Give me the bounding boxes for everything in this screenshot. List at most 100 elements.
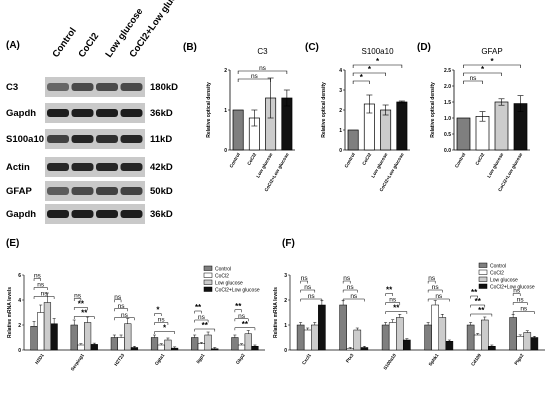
- bar: [473, 334, 482, 351]
- y-tick-label: 1: [339, 128, 342, 134]
- x-tick-label: Low glucose: [255, 152, 273, 179]
- chart-mrna-a1: 0 2 4 6 Relative mRNA levels ControlCoCl2Low …: [7, 265, 265, 372]
- bar: [388, 322, 397, 351]
- chart-c3: C3 0 1 2 Relative optical density Control CoCl…: [206, 47, 295, 192]
- bar: [445, 341, 454, 351]
- y-tick-label: 1.0: [444, 116, 451, 122]
- bar: [50, 323, 58, 351]
- significance-bracket: [33, 296, 55, 299]
- panel-label-f: (F): [282, 238, 295, 249]
- bar: [43, 302, 52, 351]
- significance-bracket: [73, 307, 88, 310]
- significance-bracket: [234, 318, 249, 322]
- y-tick-label: 0.5: [444, 132, 451, 138]
- blot-band: [71, 163, 94, 171]
- x-tick-label: CoCl2: [474, 152, 485, 166]
- bar: [353, 329, 362, 351]
- panel-label-d: (D): [417, 42, 431, 53]
- significance-label: *: [481, 65, 485, 74]
- blot-band: [71, 210, 94, 218]
- significance-label: ns: [389, 297, 397, 304]
- y-tick-label: 2: [224, 68, 227, 74]
- blot-band: [71, 109, 94, 117]
- blot-size-label: 42kD: [150, 162, 173, 173]
- legend-label: CoCl2+Low glucose: [215, 288, 260, 294]
- y-tick-label: 0: [339, 148, 342, 154]
- significance-bracket: [154, 313, 162, 316]
- bar: [296, 324, 305, 351]
- legend-label: Control: [215, 267, 231, 273]
- legend-swatch: [203, 265, 213, 271]
- y-tick-label: 1.5: [444, 100, 451, 106]
- significance-label: ns: [118, 303, 126, 310]
- bar: [191, 337, 199, 351]
- significance-label: **: [235, 302, 242, 311]
- bar: [347, 129, 359, 151]
- bar: [130, 347, 139, 351]
- legend-label: CoCl2: [215, 274, 229, 280]
- x-tick-label: S100a10: [382, 352, 397, 370]
- bar: [403, 339, 411, 351]
- y-tick-label: 1: [284, 323, 287, 329]
- y-axis-label: Relative mRNA levels: [273, 287, 279, 338]
- significance-label: ns: [251, 73, 259, 80]
- blot-band: [120, 210, 143, 218]
- significance-label: ns: [435, 293, 443, 300]
- y-tick-label: 3: [339, 88, 342, 94]
- significance-label: ns: [158, 317, 166, 324]
- chart-title: GFAP: [481, 47, 502, 56]
- significance-label: **: [81, 309, 88, 318]
- significance-bracket: [73, 298, 82, 301]
- significance-bracket: [194, 319, 209, 323]
- significance-bracket: [300, 298, 323, 302]
- x-tick-label: CoCl2: [246, 152, 257, 166]
- blot-size-label: 36kD: [150, 209, 173, 220]
- significance-label: *: [156, 306, 160, 315]
- y-tick-label: 2: [284, 298, 287, 304]
- significance-bracket: [342, 298, 365, 302]
- significance-label: ns: [517, 297, 525, 304]
- blot-band: [96, 163, 118, 171]
- significance-bracket: [114, 308, 129, 312]
- panel-label-b: (B): [183, 42, 197, 53]
- significance-bracket: [73, 316, 95, 319]
- bar: [77, 344, 85, 351]
- significance-label: ns: [259, 65, 267, 72]
- y-tick-label: 2: [18, 323, 21, 329]
- y-tick-label: 2.0: [444, 84, 451, 90]
- significance-bracket: [154, 322, 169, 325]
- x-tick-label: Low glucose: [370, 152, 388, 179]
- blot-strip: [45, 129, 145, 149]
- significance-label: ns: [308, 293, 316, 300]
- blot-strip: [45, 181, 145, 201]
- significance-bracket: [342, 280, 351, 284]
- bar: [37, 312, 45, 351]
- bar: [438, 317, 447, 351]
- blot-size-label: 50kD: [150, 186, 173, 197]
- significance-label: ns: [520, 306, 528, 313]
- x-tick-label: Low glucose: [486, 152, 504, 179]
- blot-protein-label: Gapdh: [6, 209, 36, 220]
- blot-strip: [45, 77, 145, 97]
- x-tick-label: Control: [454, 152, 467, 169]
- x-tick-label: Iigp1: [195, 352, 205, 364]
- legend-swatch: [478, 262, 488, 268]
- significance-bracket: [512, 302, 528, 305]
- blot-band: [120, 187, 143, 195]
- bar: [494, 101, 509, 151]
- bar: [124, 323, 132, 351]
- significance-bracket: [463, 80, 483, 84]
- significance-bracket: [237, 70, 288, 74]
- significance-label: **: [471, 288, 478, 297]
- bar: [110, 337, 118, 351]
- bar: [431, 304, 439, 351]
- bar: [197, 343, 206, 351]
- y-tick-label: 6: [18, 273, 21, 279]
- bar: [509, 317, 517, 351]
- significance-bracket: [385, 302, 401, 305]
- significance-bracket: [33, 287, 48, 290]
- legend-swatch: [203, 286, 213, 292]
- legend-swatch: [478, 276, 488, 282]
- bar: [303, 329, 312, 351]
